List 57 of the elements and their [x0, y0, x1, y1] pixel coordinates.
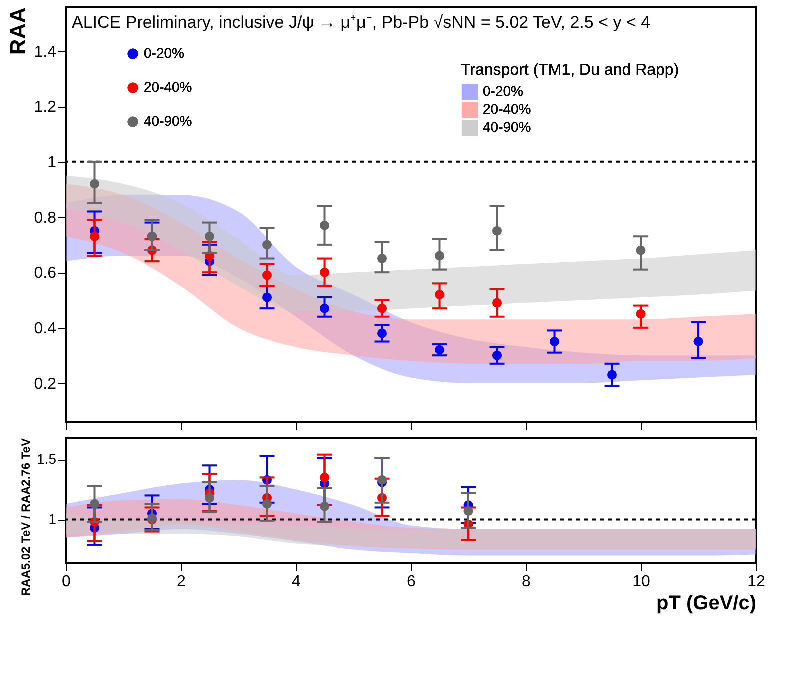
y-tick-label: 1.5 — [37, 451, 57, 468]
legend-label: 0-20% — [483, 83, 524, 99]
point — [205, 232, 214, 242]
y-tick-label: 0.6 — [34, 265, 57, 282]
point — [492, 226, 502, 236]
point — [435, 345, 444, 355]
y-tick-label: 0.4 — [34, 320, 57, 338]
point — [378, 475, 387, 485]
x-tick-label: 0 — [62, 574, 72, 590]
point — [262, 499, 272, 509]
chart-title: ALICE Preliminary, inclusive J/ψ → μ⁺μ⁻, Pb-Pb √sNN = 5.02 TeV, 2.5 < y < 4 — [72, 13, 651, 32]
point — [464, 506, 474, 516]
y-axis-title: RAA5.02 TeV / RAA2.76 TeV — [19, 438, 34, 596]
legend-title: Transport (TM1, Du and Rapp) — [461, 62, 680, 79]
point — [205, 493, 214, 503]
legend-label: 40-90% — [483, 119, 532, 135]
x-tick-label: 4 — [292, 574, 302, 590]
legend-label: 20-40% — [144, 79, 192, 95]
point — [90, 179, 100, 189]
point — [90, 499, 100, 509]
point — [262, 270, 272, 280]
point — [320, 220, 330, 230]
x-tick-label: 10 — [632, 574, 650, 590]
y-tick-label: 1 — [48, 154, 57, 172]
point — [320, 304, 330, 314]
point — [320, 472, 330, 482]
point — [262, 240, 272, 250]
point — [378, 328, 387, 338]
y-tick-label: 0.8 — [34, 210, 57, 227]
x-tick-label: 2 — [177, 574, 186, 590]
point — [378, 254, 387, 264]
y-tick-label: 1.2 — [34, 99, 57, 116]
point — [608, 370, 617, 380]
y-axis-title: RAA — [5, 7, 30, 56]
point — [694, 337, 704, 346]
point — [435, 290, 444, 300]
point — [320, 268, 330, 278]
x-tick-label: 12 — [748, 574, 766, 590]
x-tick-label: 6 — [407, 574, 416, 590]
legend-label: 0-20% — [144, 45, 184, 61]
legend-label: 20-40% — [483, 101, 532, 117]
point — [492, 350, 502, 360]
x-tick-label: 8 — [522, 574, 532, 590]
point — [636, 246, 646, 256]
point — [492, 298, 502, 308]
point — [262, 292, 272, 302]
point — [320, 502, 330, 512]
point — [378, 304, 387, 314]
point — [90, 232, 100, 242]
point — [636, 309, 646, 319]
point — [550, 337, 560, 346]
x-axis-title: pT (GeV/c) — [656, 592, 756, 614]
legend-label: 40-90% — [144, 113, 192, 129]
y-tick-label: 1 — [48, 511, 57, 528]
y-tick-label: 1.4 — [34, 44, 57, 61]
y-tick-label: 0.2 — [34, 376, 57, 393]
point — [435, 251, 444, 261]
